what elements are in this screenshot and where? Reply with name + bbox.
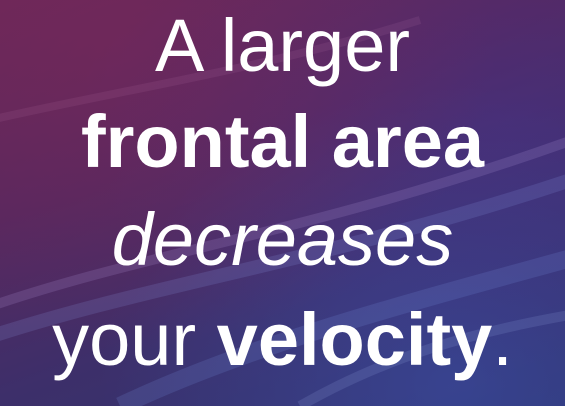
headline-line-4-plain: your: [52, 298, 217, 381]
headline-line-4: your velocity.: [0, 296, 565, 384]
headline-line-1: A larger: [154, 4, 411, 87]
headline-line-4-end: .: [492, 298, 513, 381]
headline-line-2: frontal area: [80, 100, 485, 183]
headline-line-4-bold: velocity: [216, 298, 493, 381]
headline-line-3: decreases: [111, 198, 454, 281]
